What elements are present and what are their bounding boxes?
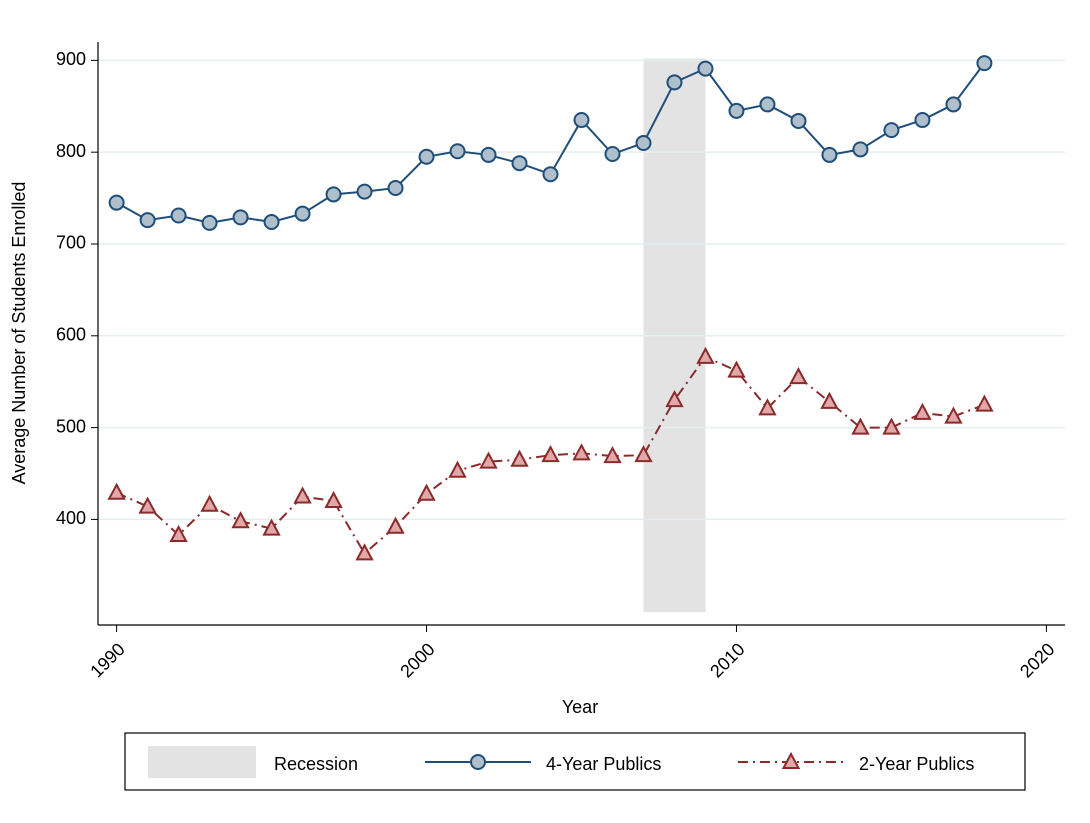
marker (356, 183, 373, 200)
marker (727, 360, 746, 378)
series-line (116, 62, 986, 224)
marker (324, 490, 343, 509)
marker (790, 112, 807, 129)
marker (479, 451, 498, 469)
marker (108, 194, 125, 211)
marker (293, 486, 312, 504)
marker (852, 141, 869, 158)
marker (200, 494, 219, 512)
marker (170, 207, 187, 224)
marker (418, 148, 435, 165)
marker (480, 146, 497, 163)
series-line (116, 355, 985, 555)
marker (107, 482, 126, 500)
marker (573, 112, 590, 129)
marker (169, 524, 188, 543)
marker (634, 445, 653, 463)
x-tick-label: 2000 (396, 639, 438, 681)
marker (542, 166, 559, 183)
marker (851, 417, 870, 435)
marker (541, 445, 560, 463)
marker (201, 214, 218, 231)
legend-label: 2-Year Publics (859, 754, 974, 774)
marker (976, 55, 993, 72)
marker (759, 96, 776, 113)
marker (139, 212, 156, 229)
marker (263, 213, 280, 230)
x-tick-label: 1990 (86, 639, 128, 681)
x-tick-label: 2020 (1016, 639, 1058, 681)
legend-marker (781, 751, 801, 769)
y-tick-label: 400 (56, 508, 86, 528)
marker (232, 209, 249, 226)
marker (696, 346, 715, 364)
marker (666, 74, 683, 91)
marker (603, 445, 622, 464)
y-tick-label: 900 (56, 49, 86, 69)
marker (945, 96, 962, 113)
y-tick-label: 800 (56, 141, 86, 161)
legend-swatch (148, 746, 256, 778)
legend-label: Recession (274, 754, 358, 774)
marker (511, 155, 528, 172)
marker (820, 391, 839, 409)
marker (883, 122, 900, 139)
marker (448, 460, 467, 478)
marker (914, 112, 931, 129)
marker (789, 366, 808, 385)
marker (975, 394, 994, 412)
y-axis-label: Average Number of Students Enrolled (9, 182, 29, 485)
legend-marker (470, 754, 486, 770)
legend-box (124, 732, 1026, 791)
marker (697, 60, 714, 77)
marker (231, 511, 250, 529)
marker (138, 496, 157, 514)
marker (325, 186, 342, 203)
marker (758, 398, 777, 416)
y-tick-label: 600 (56, 325, 86, 345)
y-tick-label: 500 (56, 416, 86, 436)
marker (294, 205, 311, 222)
marker (355, 543, 374, 561)
marker (665, 389, 684, 408)
marker (944, 406, 963, 424)
marker (262, 518, 281, 536)
marker (728, 102, 745, 119)
marker (882, 417, 901, 435)
marker (449, 143, 466, 160)
marker (417, 483, 436, 501)
x-axis-label: Year (562, 697, 598, 717)
marker (635, 134, 652, 151)
marker (821, 146, 838, 163)
marker (913, 402, 932, 420)
marker (386, 516, 405, 534)
marker (572, 443, 591, 461)
marker (387, 179, 404, 196)
marker (604, 146, 621, 163)
x-tick-label: 2010 (706, 639, 748, 681)
marker (510, 449, 529, 467)
y-tick-label: 700 (56, 233, 86, 253)
legend-label: 4-Year Publics (546, 754, 661, 774)
